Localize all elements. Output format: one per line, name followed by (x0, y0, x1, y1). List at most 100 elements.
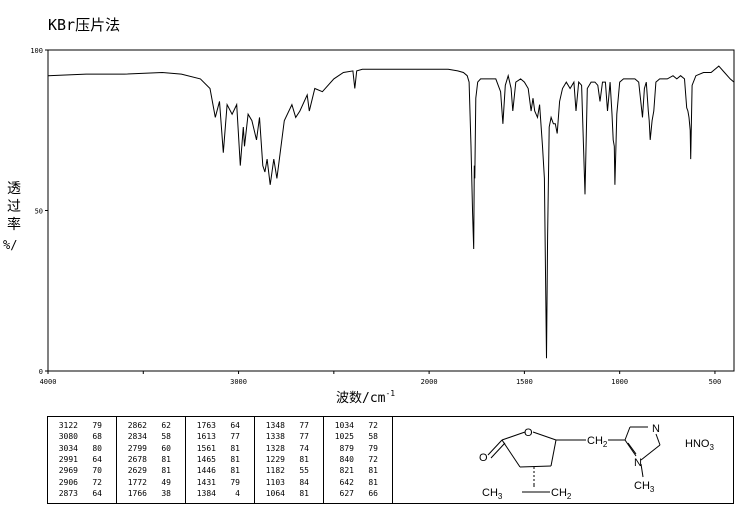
ethyl-ch3-label: CH3 (482, 487, 503, 501)
peak-wavenumber: 3080 (58, 432, 78, 442)
peak-wavenumber: 1229 (265, 454, 285, 464)
peak-table: 3122 79 3080 68 3034 80 2991 64 2969 70 2906 72 2873… (47, 416, 734, 504)
atom-n-top: N (652, 423, 660, 435)
peak-transmittance: 58 (161, 432, 171, 442)
y-axis-label: 透 过 率 %/ (3, 181, 21, 252)
peak-transmittance: 74 (299, 443, 309, 453)
peak-transmittance: 81 (161, 454, 171, 464)
peak-wavenumber: 2991 (58, 454, 78, 464)
peak-wavenumber: 879 (339, 443, 354, 453)
y-axis-label-char-1: 透 (7, 181, 21, 197)
y-axis-ticks: 0 50 100 (30, 47, 48, 376)
atom-o-carbonyl: O (479, 452, 488, 464)
x-tick-label: 1000 (611, 378, 628, 386)
peak-wavenumber: 1064 (265, 488, 285, 498)
peak-transmittance: 81 (368, 477, 378, 487)
peak-column: 1348 77 1338 77 1328 74 1229 81 1182 55 1103 84 1064… (255, 417, 324, 503)
plot-frame (47, 49, 735, 372)
peak-transmittance: 79 (92, 421, 102, 430)
peak-wavenumber: 1772 (127, 477, 147, 487)
peak-wavenumber: 1025 (334, 432, 354, 442)
peak-wavenumber: 1561 (196, 443, 216, 453)
peak-transmittance: 81 (368, 466, 378, 476)
peak-transmittance: 81 (230, 466, 240, 476)
peak-transmittance: 79 (230, 477, 240, 487)
x-tick-label: 3000 (230, 378, 247, 386)
peak-wavenumber: 1034 (334, 421, 354, 430)
ir-spectrum-chart: 0 50 100 4000 3000 2000 1500 1000 500 波数/cm-1 透… (3, 47, 735, 406)
peak-transmittance: 84 (299, 477, 309, 487)
peak-transmittance: 60 (161, 443, 171, 453)
peak-wavenumber: 1465 (196, 454, 216, 464)
peak-wavenumber: 1103 (265, 477, 285, 487)
x-tick-label: 2000 (421, 378, 438, 386)
bond-lines (487, 426, 661, 493)
peak-wavenumber: 2906 (58, 477, 78, 487)
salt-label: HNO3 (685, 438, 714, 452)
peak-transmittance: 64 (230, 421, 240, 430)
peak-wavenumber: 2834 (127, 432, 147, 442)
peak-transmittance: 79 (368, 443, 378, 453)
peak-transmittance: 81 (230, 443, 240, 453)
structure-diagram: O O CH2 N N CH3 CH3 CH2 HNO3 (479, 423, 714, 501)
peak-wavenumber: 3034 (58, 443, 78, 453)
x-tick-label: 500 (709, 378, 722, 386)
peak-wavenumber: 840 (339, 454, 354, 464)
peak-column: 3122 79 3080 68 3034 80 2991 64 2969 70 2906 72 2873… (48, 417, 117, 503)
peak-column: 1763 64 1613 77 1561 81 1465 81 1446 81 1431 79 1384… (186, 417, 255, 503)
peak-transmittance: 64 (92, 488, 102, 498)
peak-wavenumber: 1182 (265, 466, 285, 476)
peak-column: 2862 62 2834 58 2799 60 2678 81 2629 81 1772 49 1766… (117, 417, 186, 503)
n-methyl-label: CH3 (634, 480, 655, 494)
peak-transmittance: 80 (92, 443, 102, 453)
peak-transmittance: 62 (161, 421, 171, 430)
peak-wavenumber: 642 (339, 477, 354, 487)
y-tick-label: 100 (30, 47, 43, 55)
peak-transmittance: 55 (299, 466, 309, 476)
atom-n-bottom: N (634, 457, 642, 469)
peak-wavenumber: 2873 (58, 488, 78, 498)
peak-wavenumber: 821 (339, 466, 354, 476)
peak-transmittance: 70 (92, 466, 102, 476)
y-axis-label-char-2: 过 (7, 199, 21, 215)
spectrum-line (47, 65, 735, 359)
peak-wavenumber: 1766 (127, 488, 147, 498)
peak-wavenumber: 2969 (58, 466, 78, 476)
x-tick-label: 4000 (40, 378, 57, 386)
peak-transmittance: 58 (368, 432, 378, 442)
y-axis-label-char-4: %/ (3, 238, 17, 252)
y-axis-label-char-3: 率 (7, 216, 21, 233)
peak-wavenumber: 2862 (127, 421, 147, 430)
page-title: KBr压片法 (48, 16, 121, 34)
y-tick-label: 0 (39, 368, 43, 376)
peak-wavenumber: 1431 (196, 477, 216, 487)
ethyl-ch2-label: CH2 (551, 487, 572, 501)
peak-transmittance: 68 (92, 432, 102, 442)
x-tick-label: 1500 (516, 378, 533, 386)
peak-wavenumber: 3122 (58, 421, 78, 430)
peak-wavenumber: 1763 (196, 421, 216, 430)
peak-transmittance: 38 (161, 488, 171, 498)
y-tick-label: 50 (35, 208, 43, 216)
peak-transmittance: 49 (161, 477, 171, 487)
x-axis-ticks: 4000 3000 2000 1500 1000 500 (40, 371, 722, 386)
peak-wavenumber: 627 (339, 488, 354, 498)
peak-transmittance: 81 (299, 488, 309, 498)
peak-wavenumber: 1328 (265, 443, 285, 453)
peak-transmittance: 81 (299, 454, 309, 464)
peak-transmittance: 72 (368, 421, 378, 430)
atom-o-ring: O (524, 427, 533, 439)
x-axis-label: 波数/cm-1 (336, 389, 395, 406)
peak-wavenumber: 1348 (265, 421, 285, 430)
peak-transmittance: 77 (299, 432, 309, 442)
peak-wavenumber: 1446 (196, 466, 216, 476)
peak-transmittance: 64 (92, 454, 102, 464)
peak-wavenumber: 1338 (265, 432, 285, 442)
peak-transmittance: 4 (235, 488, 240, 498)
peak-wavenumber: 2799 (127, 443, 147, 453)
peak-transmittance: 72 (368, 454, 378, 464)
peak-wavenumber: 2629 (127, 466, 147, 476)
peak-transmittance: 77 (299, 421, 309, 430)
peak-wavenumber: 1384 (196, 488, 216, 498)
peak-wavenumber: 2678 (127, 454, 147, 464)
